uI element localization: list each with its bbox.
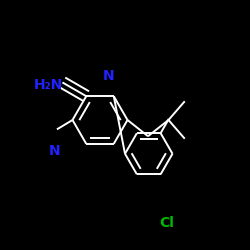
Text: H₂N: H₂N	[34, 78, 62, 92]
Text: N: N	[103, 69, 115, 83]
Text: Cl: Cl	[160, 216, 174, 230]
Text: N: N	[48, 144, 60, 158]
